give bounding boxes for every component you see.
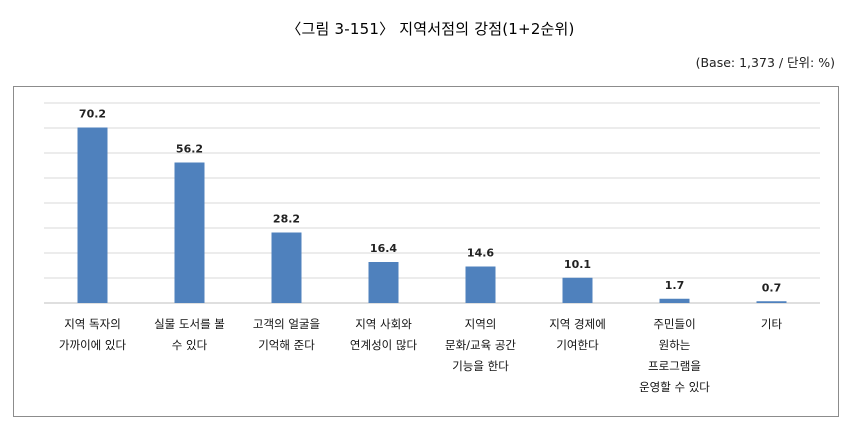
bar	[174, 162, 205, 303]
chart-title: 〈그림 3-151〉 지역서점의 강점(1+2순위)	[286, 20, 575, 38]
bar	[465, 266, 496, 303]
category-label: 기타	[760, 317, 783, 331]
chart-frame	[13, 86, 839, 417]
data-label: 10.1	[564, 258, 591, 271]
category-label: 지역 경제에 기여한다	[549, 317, 606, 352]
data-label: 0.7	[762, 281, 782, 294]
data-label: 56.2	[176, 143, 203, 156]
bar	[562, 277, 593, 303]
data-label: 28.2	[273, 213, 300, 226]
data-label: 16.4	[370, 242, 397, 255]
data-label: 1.7	[665, 279, 685, 292]
bar	[368, 262, 399, 303]
data-label: 14.6	[467, 247, 494, 260]
data-label: 70.2	[79, 108, 106, 121]
category-label: 실물 도서를 볼 수 있다	[154, 317, 225, 352]
category-label: 지역의 문화/교육 공간 기능을 한다	[444, 317, 516, 373]
category-label: 고객의 얼굴을 기억해 준다	[252, 317, 321, 352]
bar	[756, 301, 787, 303]
category-label: 지역 독자의 가까이에 있다	[58, 317, 127, 352]
bar	[271, 232, 302, 303]
category-label: 지역 사회와 연계성이 많다	[349, 317, 418, 352]
category-label: 주민들이 원하는 프로그램을 운영할 수 있다	[639, 317, 710, 394]
bar	[659, 298, 690, 303]
base-note: (Base: 1,373 / 단위: %)	[695, 55, 835, 70]
bar	[77, 127, 108, 303]
